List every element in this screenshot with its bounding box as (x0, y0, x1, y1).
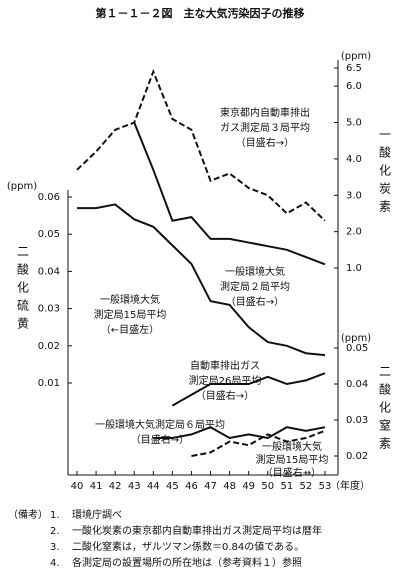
x-tick-label: 44 (147, 481, 160, 492)
y-tick-label: 6.0 (346, 81, 362, 92)
note-number: 4. (50, 558, 60, 569)
y-tick-label: 0.04 (346, 379, 368, 390)
y-tick-label: 5.0 (346, 118, 362, 129)
y2-unit: (ppm) (341, 51, 371, 62)
y-tick-label: 0.05 (346, 343, 368, 354)
y-tick-label: 6.5 (346, 63, 362, 74)
y-tick-label: 0.02 (346, 451, 368, 462)
y-tick-label: 1.0 (346, 263, 362, 274)
y-tick-label: 0.02 (38, 341, 60, 352)
y-tick-label: 0.05 (38, 229, 60, 240)
note-text: 二酸化窒素は，ザルツマン係数＝0.84の値である。 (72, 540, 304, 553)
series-label: 一般環境大気 (100, 293, 160, 306)
series-label: 東京都内自動車排出 (220, 106, 310, 119)
series-label: （目盛右→） (226, 295, 284, 308)
series-label: 測定局15局平均 (94, 308, 167, 321)
x-tick-label: 42 (109, 481, 122, 492)
y2-label: 一酸化炭素 (378, 128, 392, 218)
series-line (76, 68, 326, 222)
note-text: 各測定局の設置場所の所在地は（参考資料１）参照 (72, 556, 302, 569)
note-number: 2. (50, 526, 60, 537)
series-line (77, 203, 326, 357)
series-label: 測定局２局平均 (220, 280, 290, 293)
y-tick-label: 4.0 (346, 154, 362, 165)
x-tick-label: 50 (261, 481, 274, 492)
series-line (153, 426, 326, 440)
series-line (171, 372, 326, 407)
note-text: 環境庁調べ (72, 508, 122, 521)
y-label: 二酸化硫黄 (16, 245, 30, 335)
x-tick-label: 46 (185, 481, 198, 492)
note-text: 一酸化炭素の東京都内自動車排出ガス測定局平均は暦年 (72, 524, 322, 537)
y-tick-label: 2.0 (346, 227, 362, 238)
series-label: （目盛右→） (196, 389, 254, 402)
series-label: （目盛右→） (263, 466, 321, 479)
notes-heading: （備考） (8, 508, 48, 521)
note-number: 3. (50, 542, 60, 553)
y-tick-label: 0.03 (346, 415, 368, 426)
y-tick-label: 3.0 (346, 190, 362, 201)
series-line (133, 122, 326, 266)
y-tick-label: 0.04 (38, 266, 60, 277)
x-tick-label: 47 (204, 481, 217, 492)
chart-title: 第１－１－２図 主な大気汚染因子の推移 (96, 6, 305, 20)
x-tick-label: 53 (319, 481, 332, 492)
series-label: 測定局26局平均 (189, 374, 262, 387)
x-label: （年度） (330, 479, 370, 492)
series-label: （目盛右→） (236, 136, 294, 149)
series-label: 一般環境大気 (262, 440, 322, 453)
series-label: 測定局15局平均 (256, 453, 329, 466)
x-tick-label: 48 (223, 481, 236, 492)
x-tick-label: 51 (280, 481, 293, 492)
series-label: （←目盛左） (101, 323, 159, 336)
series-label: （目盛右→） (131, 433, 189, 446)
y3-label: 二酸化窒素 (378, 365, 392, 455)
series-label: 一般環境大気 (225, 265, 285, 278)
y-tick-label: 0.01 (38, 378, 60, 389)
series-label: 一般環境大気測定局６局平均 (95, 418, 225, 431)
y-tick-label: 0.03 (38, 304, 60, 315)
series-line (191, 429, 326, 457)
series-label: 自動車排出ガス (190, 359, 260, 372)
x-tick-label: 41 (90, 481, 103, 492)
x-tick-label: 40 (71, 481, 84, 492)
x-tick-label: 45 (166, 481, 179, 492)
y-unit: (ppm) (7, 181, 37, 192)
y-tick-label: 0.06 (38, 192, 60, 203)
note-number: 1. (50, 510, 60, 521)
x-tick-label: 49 (242, 481, 255, 492)
series-label: ガス測定局３局平均 (220, 121, 310, 134)
x-tick-label: 52 (300, 481, 313, 492)
x-tick-label: 43 (128, 481, 141, 492)
y3-unit: (ppm) (341, 333, 371, 344)
